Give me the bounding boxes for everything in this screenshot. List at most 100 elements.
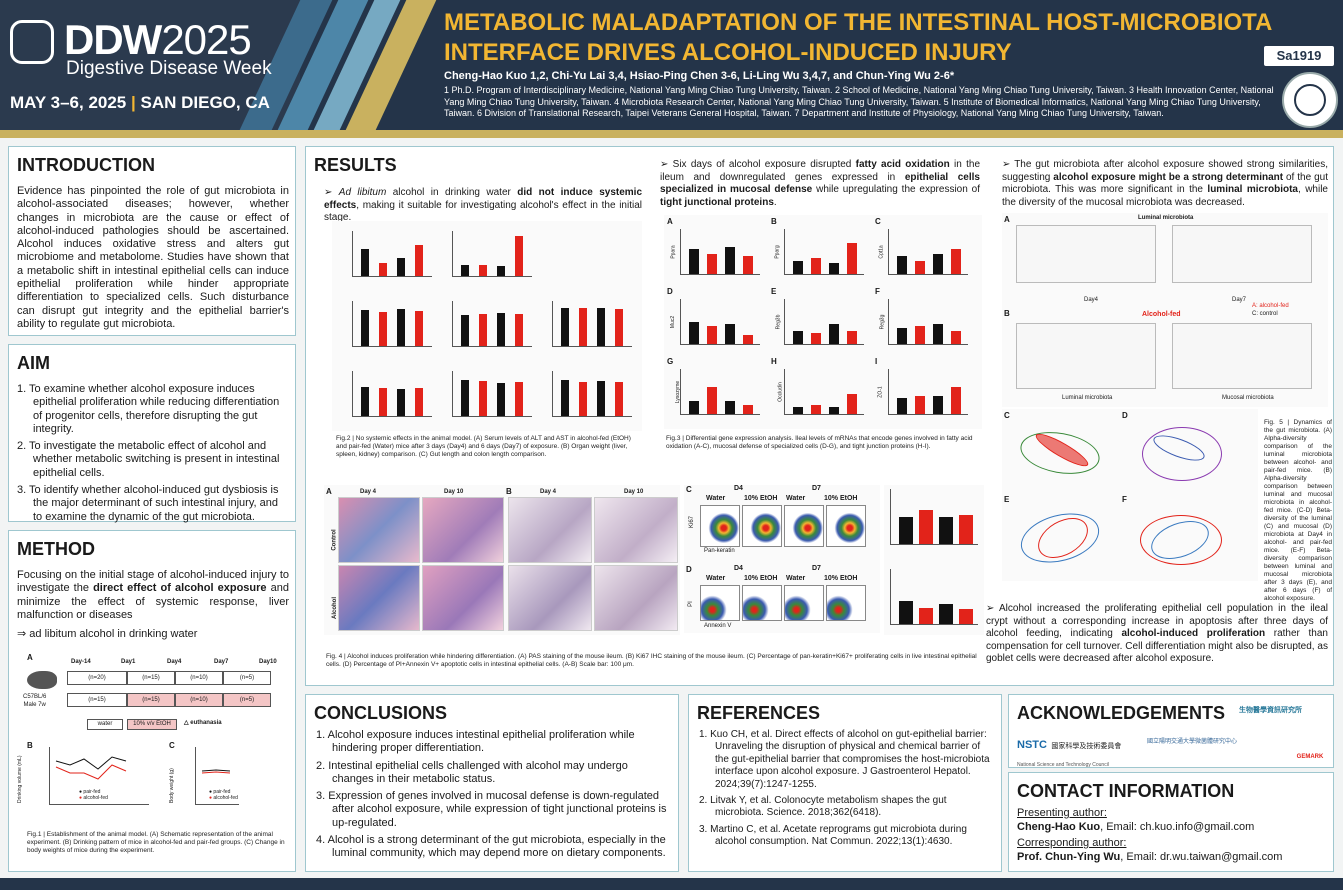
flow-x-label: Pan-keratin xyxy=(704,548,735,554)
conclusions-list: 1. Alcohol exposure induces intestinal e… xyxy=(316,729,672,865)
presenting-email[interactable]: , Email: ch.kuo.info@gmail.com xyxy=(1100,821,1255,833)
alcohol-fed-line xyxy=(55,764,127,780)
mouse-strain: C57BL/6 xyxy=(23,694,47,700)
panel-label: D xyxy=(667,287,673,296)
weight-lines xyxy=(201,769,231,774)
bullet-text: alcohol in drinking water xyxy=(392,187,511,198)
histology-image xyxy=(338,497,420,563)
section-title: REFERENCES xyxy=(697,703,821,723)
method-section: METHOD Focusing on the initial stage of … xyxy=(8,530,296,872)
schedule-cell: (n=20) xyxy=(67,671,127,685)
fig5-pcoa: C D E F xyxy=(1002,409,1258,581)
bar xyxy=(951,330,961,344)
bar xyxy=(561,307,569,346)
bar xyxy=(939,516,953,544)
schedule-cell: (n=5) xyxy=(223,693,271,707)
presenting-name: Cheng-Hao Kuo xyxy=(1017,821,1101,833)
bar xyxy=(951,249,961,274)
conclusion-item: 3. Expression of genes involved in mucos… xyxy=(316,790,667,829)
mini-bar-chart xyxy=(552,301,632,347)
flow-plot xyxy=(742,505,782,547)
fig2-caption: Fig.2 | No systemic effects in the anima… xyxy=(336,435,631,458)
panel-label: F xyxy=(875,287,880,296)
bar xyxy=(897,398,907,414)
bar xyxy=(415,310,423,346)
method-arrow: ⇒ ad libitum alcohol in drinking water xyxy=(17,628,198,640)
reference-item: 1. Kuo CH, et al. Direct effects of alco… xyxy=(699,729,990,790)
flow-plot xyxy=(826,505,866,547)
corresponding-contact: Prof. Chun-Ying Wu, Email: dr.wu.taiwan@… xyxy=(1017,851,1282,864)
histology-image xyxy=(422,497,504,563)
panel-label: E xyxy=(771,287,777,296)
panel-label: A xyxy=(27,653,33,662)
bullet-text: Six days of alcohol exposure disrupted xyxy=(672,159,852,170)
corresponding-name: Prof. Chun-Ying Wu xyxy=(1017,851,1121,863)
poster-id-badge: Sa1919 xyxy=(1262,44,1336,68)
poster-title: METABOLIC MALADAPTATION OF THE INTESTINA… xyxy=(444,9,1272,66)
fig1-caption: Fig.1 | Establishment of the animal mode… xyxy=(27,831,285,854)
acknowledgements-section: ACKNOWLEDGEMENTS 生物醫學資訊研究所 NSTC 國家科學及技術委… xyxy=(1008,694,1334,768)
flow-group-label: Water xyxy=(706,575,726,582)
bar xyxy=(959,608,973,624)
boxplot-panel xyxy=(1016,323,1156,389)
conclusions-section: CONCLUSIONS 1. Alcohol exposure induces … xyxy=(305,694,679,872)
boxplot-panel xyxy=(1016,225,1156,283)
schedule-cell: (n=10) xyxy=(175,693,223,707)
legend-pair: pair-fed xyxy=(83,789,101,795)
bar xyxy=(725,247,735,274)
panel-label: C xyxy=(686,485,692,494)
bar xyxy=(479,380,487,416)
histology-image xyxy=(508,497,592,563)
panel-label: B xyxy=(506,487,512,496)
bullet-text: while upregulating the expression of xyxy=(816,184,980,195)
panel-label: A xyxy=(1004,215,1010,224)
histology-image xyxy=(594,565,678,631)
bar xyxy=(951,387,961,414)
flow-group-label: 10% EtOH xyxy=(824,575,858,582)
flow-plot xyxy=(700,585,740,621)
bar xyxy=(933,323,943,344)
bar xyxy=(515,381,523,416)
flow-plot xyxy=(826,585,866,621)
pair-fed-line xyxy=(55,756,127,770)
legend: ● pair-fed ● alcohol-fed xyxy=(79,789,108,801)
fig3-gene-chart: H Occludin xyxy=(771,357,864,415)
bar xyxy=(397,258,405,276)
conclusion-item: 2. Intestinal epithelial cells challenge… xyxy=(316,759,628,785)
schedule-cell: (n=15) xyxy=(127,693,175,707)
logo-brand: DDW xyxy=(64,16,162,63)
mini-bar-chart xyxy=(352,231,432,277)
day-label: Day-14 xyxy=(71,659,91,665)
pcoa-ellipse xyxy=(1142,427,1222,481)
bar xyxy=(561,380,569,416)
flow-group-label: 10% EtOH xyxy=(744,575,778,582)
legend-water: water xyxy=(87,719,123,730)
flow-plot xyxy=(742,585,782,621)
bullet-text: of the gut microbiota. This was more sig… xyxy=(1002,171,1328,196)
nstc-logo: NSTC 國家科學及技術委員會 National Science and Tec… xyxy=(1017,735,1141,768)
aim-list: 1. To examine whether alcohol exposure i… xyxy=(17,383,289,528)
mini-bar-chart xyxy=(352,301,432,347)
mrc-logo: 國立陽明交通大學微菌體研究中心 xyxy=(1147,739,1238,745)
results-section: RESULTS ➢ Ad libitum alcohol in drinking… xyxy=(305,146,1334,686)
fig3-caption: Fig.3 | Differential gene expression ana… xyxy=(666,435,973,450)
col-label: Day 10 xyxy=(444,489,464,495)
bullet-bold: epithelial cells specialized in mucosal … xyxy=(660,171,980,196)
corresponding-email[interactable]: , Email: dr.wu.taiwan@gmail.com xyxy=(1120,851,1283,863)
bar xyxy=(847,393,857,414)
bullet-text: in the ileum and downregulated genes exp… xyxy=(660,159,981,183)
bullet-bold: alcohol exposure might be a strong deter… xyxy=(1053,171,1284,183)
panel-label: E xyxy=(1004,495,1010,504)
day-label: Day7 xyxy=(214,659,229,665)
bar xyxy=(597,380,605,416)
panel-label: B xyxy=(771,217,777,226)
corresponding-label: Corresponding author: xyxy=(1017,837,1127,849)
fig3-gene-chart: B Pparg xyxy=(771,217,864,275)
fig4-ki67-staining: B Day 4 Day 10 xyxy=(504,485,680,635)
flow-group-label: Water xyxy=(786,575,806,582)
bar xyxy=(829,407,839,414)
bar xyxy=(361,386,369,416)
flow-group-label: 10% EtOH xyxy=(744,495,778,502)
fig4-bar-charts xyxy=(884,485,984,635)
fig3-gene-chart: C Cpt1a xyxy=(875,217,968,275)
